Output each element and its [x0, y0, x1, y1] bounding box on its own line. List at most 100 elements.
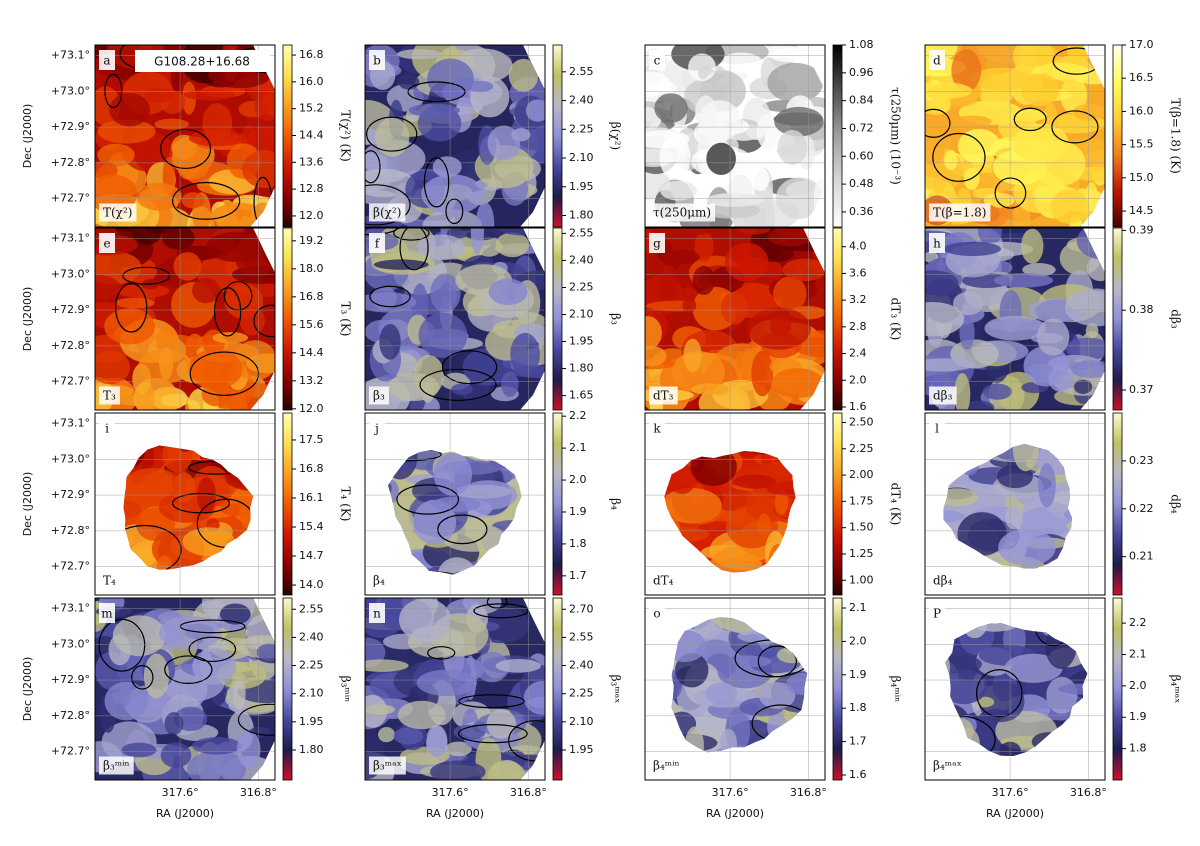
- panel-frame: [924, 597, 1106, 781]
- dec-axis-label: Dec (J2000): [21, 657, 34, 722]
- panel-frame: [644, 412, 826, 596]
- colorbar-tick-label: 1.8: [1129, 742, 1147, 755]
- colorbar-tick-label: 1.9: [1129, 710, 1147, 723]
- colorbar-tick-label: 1.75: [849, 494, 874, 507]
- colorbar-tick-label: 2.00: [849, 468, 874, 481]
- panel-frame: [364, 44, 546, 228]
- panel-frame: [94, 597, 276, 781]
- colorbar-tick-label: 1.6: [849, 768, 867, 781]
- colorbar-tick-label: 2.40: [299, 630, 324, 643]
- letter-box: [649, 418, 665, 438]
- colorbar-tick-label: 1.80: [299, 743, 324, 756]
- colorbar-tick-label: 14.5: [1129, 204, 1154, 217]
- colorbar-tick-label: 14.4: [299, 128, 324, 141]
- panel-name: β₃ᵐⁱⁿ: [103, 759, 130, 773]
- panel-letter: i: [105, 422, 109, 436]
- colorbar-tick-label: 17.5: [299, 433, 324, 446]
- panel-letter: j: [373, 422, 379, 436]
- name-box: [649, 756, 684, 775]
- colorbar-tick-label: 0.37: [1129, 383, 1154, 396]
- colorbar-tick-label: 0.23: [1129, 454, 1154, 467]
- dec-tick-label: +72.7°: [51, 744, 90, 757]
- colorbar-label: β₃ᵐⁱⁿ: [339, 676, 353, 703]
- panel-frame: [94, 44, 276, 228]
- colorbar-tick-label: 2.0: [849, 634, 867, 647]
- colorbar-tick-label: 16.1: [299, 491, 324, 504]
- panel-frame: [924, 44, 1106, 228]
- dec-tick-label: +72.9°: [51, 673, 90, 686]
- colorbar-label: dβ₃: [1169, 309, 1183, 329]
- colorbar-tick-label: 2.10: [299, 687, 324, 700]
- colorbar-tick-label: 2.0: [849, 373, 867, 386]
- panel-letter: m: [101, 607, 113, 621]
- colorbar-label: τ(250μm) (10⁻³): [889, 87, 903, 185]
- colorbar-label: β₃ᵐᵃˣ: [609, 675, 623, 704]
- letter-box: [369, 50, 385, 70]
- colorbar-tick-label: 16.0: [1129, 104, 1154, 117]
- colorbar-tick-label: 2.4: [849, 347, 867, 360]
- letter-box: [929, 603, 945, 623]
- name-box: [369, 571, 389, 590]
- colorbar-label: T₃ (K): [339, 302, 353, 337]
- colorbar-tick-label: 14.4: [299, 346, 324, 359]
- dec-tick-label: +72.7°: [51, 191, 90, 204]
- panel-name: T₄: [103, 574, 116, 588]
- panel-frame: [644, 44, 826, 228]
- name-box: [99, 386, 121, 405]
- colorbar-tick-label: 1.7: [849, 735, 867, 748]
- colorbar: [832, 412, 843, 596]
- colorbar-tick-label: 1.50: [849, 521, 874, 534]
- panel-letter: f: [375, 237, 381, 251]
- map-image: [365, 228, 545, 410]
- panel-letter: b: [373, 54, 381, 68]
- colorbar-label: dT₃ (K): [889, 298, 903, 341]
- ra-tick-label: 316.8°: [240, 786, 277, 799]
- colorbar-tick-label: 1.65: [569, 389, 594, 402]
- colorbar-tick-label: 2.50: [849, 415, 874, 428]
- colorbar-tick-label: 3.2: [849, 293, 867, 306]
- colorbar-tick-label: 2.10: [569, 307, 594, 320]
- letter-box: [99, 418, 115, 438]
- letter-box: [369, 233, 385, 253]
- colorbar-tick-label: 2.55: [569, 630, 594, 643]
- colorbar-label: β(χ²): [609, 122, 623, 150]
- panel-name: T(β=1.8): [933, 206, 986, 220]
- panel-letter: d: [933, 54, 941, 68]
- panel-name: T(χ²): [103, 206, 132, 220]
- map-image: [365, 45, 545, 227]
- colorbar-tick-label: 2.25: [569, 122, 594, 135]
- ra-tick-label: 317.6°: [712, 786, 749, 799]
- colorbar: [552, 227, 563, 411]
- colorbar-label: β₄: [609, 498, 623, 510]
- colorbar-tick-label: 15.4: [299, 520, 324, 533]
- colorbar-tick-label: 1.9: [849, 668, 867, 681]
- colorbar-label: β₄ᵐᵃˣ: [1169, 675, 1183, 704]
- colorbar-tick-label: 2.40: [569, 253, 594, 266]
- colorbar-tick-label: 14.7: [299, 549, 324, 562]
- colorbar: [1112, 412, 1123, 596]
- panel-name: dT₄: [653, 574, 674, 588]
- name-box: [369, 756, 406, 775]
- dec-axis-label: Dec (J2000): [21, 472, 34, 537]
- letter-box: [99, 50, 115, 70]
- dec-tick-label: +72.8°: [51, 709, 90, 722]
- panel-name: β₃: [373, 389, 385, 403]
- ra-tick-label: 316.8°: [1070, 786, 1107, 799]
- colorbar-tick-label: 1.95: [569, 180, 594, 193]
- panel-letter: k: [653, 422, 661, 436]
- colorbar-tick-label: 2.40: [569, 659, 594, 672]
- dec-tick-label: +72.8°: [51, 156, 90, 169]
- name-box: [99, 756, 134, 775]
- dec-tick-label: +72.9°: [51, 120, 90, 133]
- colorbar-tick-label: 0.22: [1129, 502, 1154, 515]
- panel-letter: P: [933, 607, 941, 621]
- dec-tick-label: +73.1°: [51, 232, 90, 245]
- panel-frame: [644, 597, 826, 781]
- colorbar-label: T₄ (K): [339, 487, 353, 522]
- colorbar-tick-label: 2.1: [569, 441, 587, 454]
- ra-tick-label: 317.6°: [162, 786, 199, 799]
- colorbar-tick-label: 17.0: [1129, 38, 1154, 51]
- panel-name: β₄: [373, 574, 385, 588]
- colorbar-tick-label: 19.2: [299, 234, 324, 247]
- colorbar-tick-label: 16.5: [1129, 71, 1154, 84]
